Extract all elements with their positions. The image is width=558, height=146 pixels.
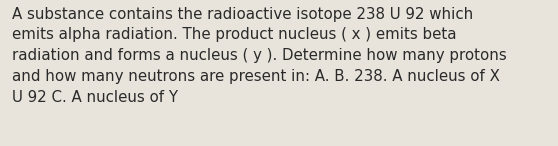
Text: A substance contains the radioactive isotope 238 U 92 which
emits alpha radiatio: A substance contains the radioactive iso… — [12, 7, 507, 105]
